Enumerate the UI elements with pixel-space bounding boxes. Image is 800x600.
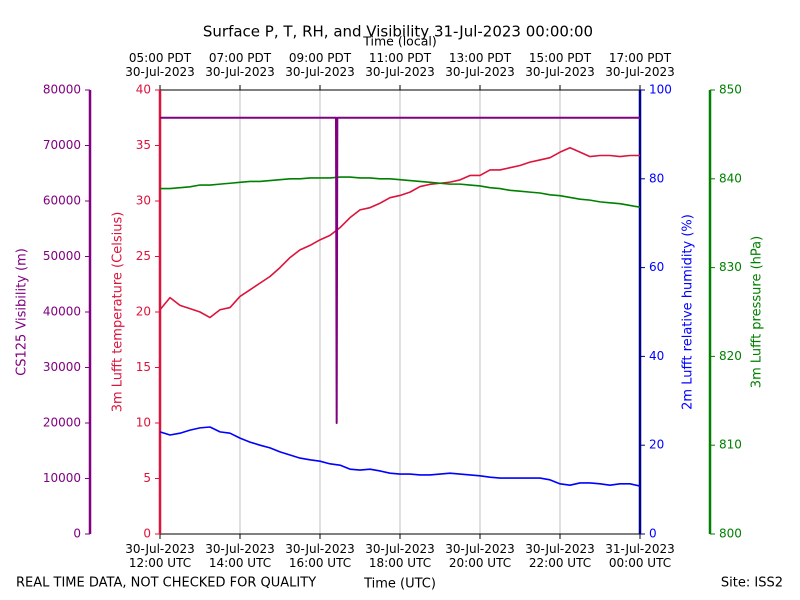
y3-tick-label: 820 <box>719 349 742 363</box>
y-axis-label: 3m Lufft temperature (Celsius) <box>111 212 126 413</box>
x2-tick-label: 09:00 PDT 30-Jul-2023 <box>285 51 355 79</box>
y4-tick-label: 80000 <box>43 83 81 97</box>
x2-tick-label: 13:00 PDT 30-Jul-2023 <box>445 51 515 79</box>
y2-tick-label: 80 <box>649 171 664 185</box>
y4-tick-label: 40000 <box>43 305 81 319</box>
x2-axis-label: Time (local) <box>362 34 436 49</box>
y4-tick-label: 60000 <box>43 194 81 208</box>
y3-tick-label: 810 <box>719 438 742 452</box>
y2-tick-label: 100 <box>649 83 672 97</box>
x-tick-label: 30-Jul-2023 18:00 UTC <box>365 542 435 570</box>
y4-tick-label: 50000 <box>43 249 81 263</box>
footer-note: REAL TIME DATA, NOT CHECKED FOR QUALITY <box>16 576 316 591</box>
x-axis-label: Time (UTC) <box>363 577 436 592</box>
y2-tick-label: 60 <box>649 260 664 274</box>
y2-tick-label: 0 <box>649 527 657 541</box>
x2-tick-label: 07:00 PDT 30-Jul-2023 <box>205 51 275 79</box>
x-tick-label: 30-Jul-2023 16:00 UTC <box>285 542 355 570</box>
y3-axis-label: 3m Lufft pressure (hPa) <box>750 236 765 388</box>
y2-tick-label: 40 <box>649 349 664 363</box>
series-line <box>159 146 640 319</box>
y3-tick-label: 850 <box>719 83 742 97</box>
y-tick-label: 40 <box>136 83 151 97</box>
y-tick-label: 0 <box>143 527 151 541</box>
y2-tick-label: 20 <box>649 438 664 452</box>
x2-tick-label: 15:00 PDT 30-Jul-2023 <box>525 51 595 79</box>
series-line <box>159 426 641 487</box>
y4-tick-label: 10000 <box>43 471 81 485</box>
x-tick-label: 31-Jul-2023 00:00 UTC <box>605 542 675 570</box>
x-tick-label: 30-Jul-2023 22:00 UTC <box>525 542 595 570</box>
y4-tick-label: 30000 <box>43 360 81 374</box>
y-tick-label: 15 <box>136 360 151 374</box>
site-label: Site: ISS2 <box>721 576 783 591</box>
y-tick-label: 5 <box>143 471 151 485</box>
x-tick-label: 30-Jul-2023 20:00 UTC <box>445 542 515 570</box>
y-tick-label: 30 <box>136 194 151 208</box>
x2-tick-label: 17:00 PDT 30-Jul-2023 <box>605 51 675 79</box>
chart-title: Surface P, T, RH, and Visibility 31-Jul-… <box>203 23 593 41</box>
y-tick-label: 10 <box>136 416 151 430</box>
series-line <box>160 116 640 424</box>
y4-tick-label: 20000 <box>43 416 81 430</box>
y3-tick-label: 840 <box>719 171 742 185</box>
x2-tick-label: 11:00 PDT 30-Jul-2023 <box>365 51 435 79</box>
y4-tick-label: 0 <box>73 527 81 541</box>
x-tick-label: 30-Jul-2023 14:00 UTC <box>205 542 275 570</box>
x2-tick-label: 05:00 PDT 30-Jul-2023 <box>125 51 195 79</box>
y4-tick-label: 70000 <box>43 138 81 152</box>
y4-axis-label: CS125 Visibility (m) <box>15 248 30 376</box>
y3-tick-label: 830 <box>719 260 742 274</box>
y3-tick-label: 800 <box>719 527 742 541</box>
y2-axis-label: 2m Lufft relative humidity (%) <box>681 214 696 410</box>
series-line <box>160 176 641 209</box>
x-tick-label: 30-Jul-2023 12:00 UTC <box>125 542 195 570</box>
y-tick-label: 35 <box>136 138 151 152</box>
y-tick-label: 20 <box>136 305 151 319</box>
y-tick-label: 25 <box>136 249 151 263</box>
